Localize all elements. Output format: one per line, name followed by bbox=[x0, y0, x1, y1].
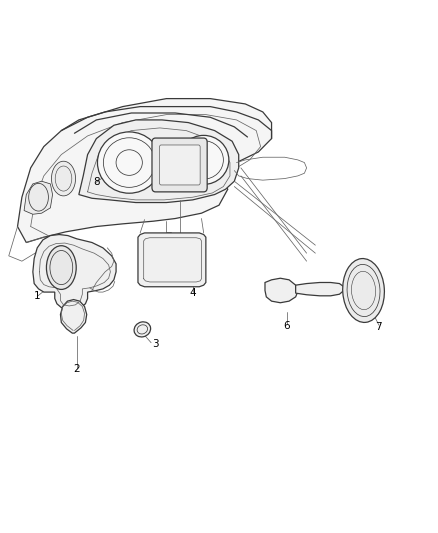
Polygon shape bbox=[18, 99, 272, 243]
Text: 3: 3 bbox=[152, 340, 159, 349]
Text: 6: 6 bbox=[283, 321, 290, 330]
FancyBboxPatch shape bbox=[159, 145, 200, 185]
Polygon shape bbox=[79, 120, 239, 203]
Polygon shape bbox=[296, 282, 344, 296]
Ellipse shape bbox=[179, 135, 229, 184]
FancyBboxPatch shape bbox=[152, 138, 207, 192]
Text: 4: 4 bbox=[189, 288, 196, 298]
Ellipse shape bbox=[343, 259, 385, 322]
Ellipse shape bbox=[97, 132, 161, 193]
Polygon shape bbox=[60, 300, 87, 333]
Ellipse shape bbox=[134, 322, 151, 337]
Polygon shape bbox=[33, 235, 116, 309]
Ellipse shape bbox=[46, 246, 76, 289]
Text: 8: 8 bbox=[93, 177, 100, 187]
Text: 2: 2 bbox=[73, 365, 80, 374]
Ellipse shape bbox=[51, 161, 75, 196]
Text: 1: 1 bbox=[34, 292, 41, 301]
Polygon shape bbox=[24, 181, 53, 214]
Text: 7: 7 bbox=[375, 322, 382, 332]
Polygon shape bbox=[138, 233, 206, 287]
Polygon shape bbox=[265, 278, 298, 303]
